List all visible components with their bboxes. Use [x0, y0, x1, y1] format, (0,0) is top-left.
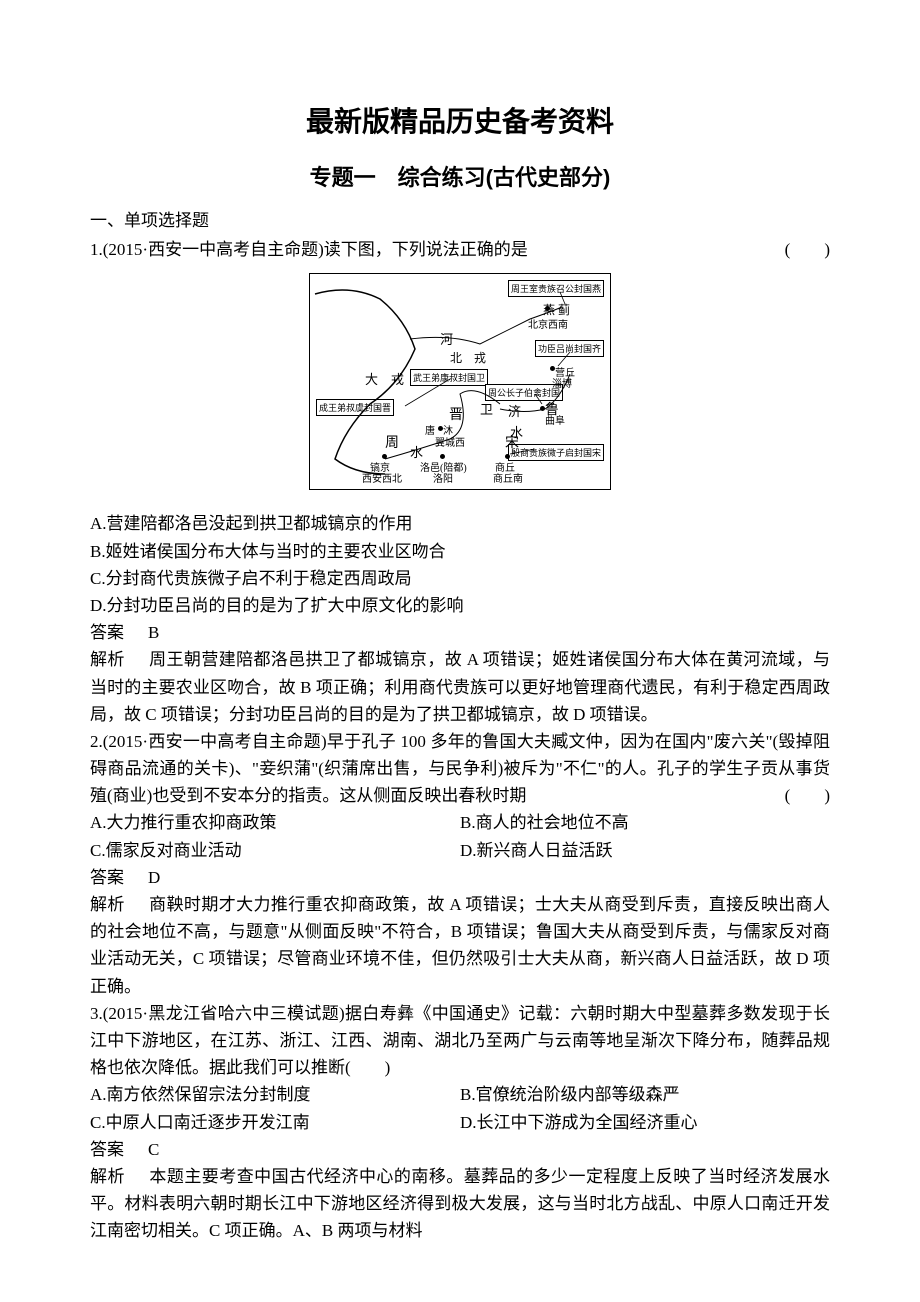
expl-label: 解析	[90, 1167, 125, 1186]
q3-option-d: D.长江中下游成为全国经济重心	[460, 1109, 830, 1136]
q3-expl-text: 本题主要考查中国古代经济中心的南移。墓葬品的多少一定程度上反映了当时经济发展水平…	[90, 1167, 830, 1240]
q2-paren: ( )	[785, 782, 830, 809]
q1-stem-text: 1.(2015·西安一中高考自主命题)读下图，下列说法正确的是	[90, 240, 528, 259]
q1-answer: 答案 B	[90, 619, 830, 646]
q2-stem-text: 2.(2015·西安一中高考自主命题)早于孔子 100 多年的鲁国大夫臧文仲，因…	[90, 732, 830, 805]
q2-stem: 2.(2015·西安一中高考自主命题)早于孔子 100 多年的鲁国大夫臧文仲，因…	[90, 728, 830, 810]
q1-paren: ( )	[785, 236, 830, 263]
q3-explanation: 解析本题主要考查中国古代经济中心的南移。墓葬品的多少一定程度上反映了当时经济发展…	[90, 1163, 830, 1245]
q2-answer: 答案 D	[90, 864, 830, 891]
q2-answer-value: D	[148, 868, 160, 887]
q3-options-row2: C.中原人口南迁逐步开发江南 D.长江中下游成为全国经济重心	[90, 1109, 830, 1136]
q2-option-a: A.大力推行重农抑商政策	[90, 809, 460, 836]
q2-option-c: C.儒家反对商业活动	[90, 837, 460, 864]
q2-options-row2: C.儒家反对商业活动 D.新兴商人日益活跃	[90, 837, 830, 864]
expl-label: 解析	[90, 650, 125, 669]
q1-stem: 1.(2015·西安一中高考自主命题)读下图，下列说法正确的是 ( )	[90, 236, 830, 263]
map-svg	[310, 274, 610, 489]
q3-option-a: A.南方依然保留宗法分封制度	[90, 1081, 460, 1108]
q3-option-c: C.中原人口南迁逐步开发江南	[90, 1109, 460, 1136]
page-title: 专题一 综合练习(古代史部分)	[90, 160, 830, 192]
answer-label: 答案	[90, 868, 124, 887]
q3-options-row1: A.南方依然保留宗法分封制度 B.官僚统治阶级内部等级森严	[90, 1081, 830, 1108]
q3-answer-value: C	[148, 1140, 159, 1159]
q1-answer-value: B	[148, 623, 159, 642]
answer-label: 答案	[90, 623, 124, 642]
section-heading: 一、单项选择题	[90, 207, 830, 234]
q2-option-d: D.新兴商人日益活跃	[460, 837, 830, 864]
q2-option-b: B.商人的社会地位不高	[460, 809, 830, 836]
q1-option-b: B.姬姓诸侯国分布大体与当时的主要农业区吻合	[90, 538, 830, 565]
q1-expl-text: 周王朝营建陪都洛邑拱卫了都城镐京，故 A 项错误；姬姓诸侯国分布大体在黄河流域，…	[90, 650, 830, 723]
banner-title: 最新版精品历史备考资料	[90, 100, 830, 140]
q1-explanation: 解析周王朝营建陪都洛邑拱卫了都城镐京，故 A 项错误；姬姓诸侯国分布大体在黄河流…	[90, 646, 830, 728]
q1-figure-wrap: 周王室贵族召公封国燕 功臣吕尚封国齐 武王弟康叔封国卫 周公长子伯禽封国 成王弟…	[90, 273, 830, 495]
q3-stem-text: 3.(2015·黑龙江省哈六中三模试题)据白寿彝《中国通史》记载：六朝时期大中型…	[90, 1004, 830, 1077]
q3-option-b: B.官僚统治阶级内部等级森严	[460, 1081, 830, 1108]
q2-expl-text: 商鞅时期才大力推行重农抑商政策，故 A 项错误；士大夫从商受到斥责，直接反映出商…	[90, 895, 830, 996]
expl-label: 解析	[90, 895, 125, 914]
q1-option-a: A.营建陪都洛邑没起到拱卫都城镐京的作用	[90, 510, 830, 537]
q2-options-row1: A.大力推行重农抑商政策 B.商人的社会地位不高	[90, 809, 830, 836]
q1-option-d: D.分封功臣吕尚的目的是为了扩大中原文化的影响	[90, 592, 830, 619]
q1-map: 周王室贵族召公封国燕 功臣吕尚封国齐 武王弟康叔封国卫 周公长子伯禽封国 成王弟…	[309, 273, 611, 490]
answer-label: 答案	[90, 1140, 124, 1159]
q3-stem: 3.(2015·黑龙江省哈六中三模试题)据白寿彝《中国通史》记载：六朝时期大中型…	[90, 1000, 830, 1082]
q1-option-c: C.分封商代贵族微子启不利于稳定西周政局	[90, 565, 830, 592]
q2-explanation: 解析商鞅时期才大力推行重农抑商政策，故 A 项错误；士大夫从商受到斥责，直接反映…	[90, 891, 830, 1000]
q3-answer: 答案 C	[90, 1136, 830, 1163]
